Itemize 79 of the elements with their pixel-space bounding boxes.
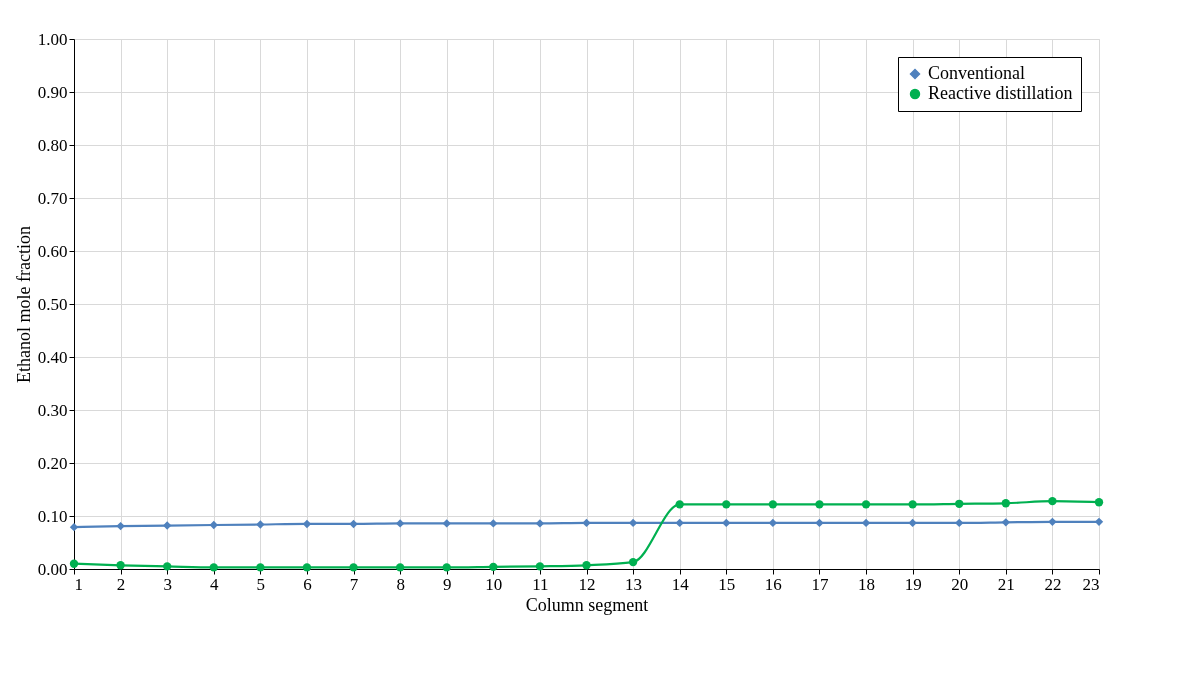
point <box>69 522 79 532</box>
point <box>582 518 591 528</box>
x-tick-label: 8 <box>396 574 405 594</box>
point <box>116 521 125 531</box>
point <box>955 499 964 508</box>
point <box>1001 499 1010 508</box>
point <box>209 520 218 530</box>
x-tick-label: 13 <box>625 574 643 594</box>
x-tick-label: 7 <box>349 574 359 594</box>
point <box>675 500 684 509</box>
point <box>349 519 358 529</box>
x-tick-label: 3 <box>163 574 172 594</box>
point <box>582 561 591 570</box>
point <box>1001 518 1010 527</box>
point <box>302 563 312 572</box>
x-tick-label: 6 <box>303 574 312 594</box>
point <box>163 521 172 530</box>
y-tick-label: 0.20 <box>37 453 68 473</box>
x-tick-label: 15 <box>718 574 736 594</box>
point <box>768 500 778 509</box>
y-tick-label: 0.70 <box>37 188 68 208</box>
point <box>489 519 498 528</box>
point <box>535 519 545 528</box>
point <box>1094 517 1104 527</box>
x-tick-label: 23 <box>1082 574 1100 594</box>
point <box>489 562 498 572</box>
point <box>395 519 405 528</box>
y-tick-label: 0.30 <box>37 400 68 420</box>
y-tick-label: 0.90 <box>37 82 68 102</box>
point <box>256 563 265 572</box>
x-tick-label: 5 <box>256 574 266 594</box>
point <box>442 519 451 528</box>
point <box>256 520 265 529</box>
x-tick-label: 10 <box>485 574 503 594</box>
legend-label: Conventional <box>928 63 1025 83</box>
y-tick-label: 0.60 <box>37 241 68 261</box>
point <box>163 562 172 571</box>
x-tick-label: 1 <box>74 574 83 594</box>
x-tick-label: 11 <box>532 574 549 594</box>
point <box>349 563 358 572</box>
point <box>908 518 917 528</box>
x-tick-label: 17 <box>811 574 829 594</box>
point <box>675 518 684 528</box>
x-tick-label: 21 <box>997 574 1015 594</box>
point <box>628 557 638 567</box>
point <box>395 563 405 572</box>
point <box>1048 496 1057 506</box>
y-tick-label: 0.10 <box>37 506 68 526</box>
point <box>722 500 731 509</box>
y-tick-label: 0.50 <box>37 294 68 314</box>
point <box>442 563 451 572</box>
point <box>1048 517 1057 527</box>
y-axis-title: Ethanol mole fraction <box>13 226 34 383</box>
point <box>908 500 917 509</box>
x-tick-label: 19 <box>904 574 922 594</box>
point <box>815 518 824 528</box>
y-tick-label: 0.00 <box>37 559 68 579</box>
y-tick-label: 0.80 <box>37 135 68 155</box>
y-tick-label: 0.40 <box>37 347 68 367</box>
x-tick-label: 12 <box>578 574 596 594</box>
x-tick-label: 22 <box>1044 574 1062 594</box>
x-tick-label: 4 <box>210 574 220 594</box>
point <box>722 518 731 528</box>
x-tick-label: 16 <box>764 574 782 594</box>
legend-label: Reactive distillation <box>928 83 1073 103</box>
x-tick-label: 18 <box>858 574 876 594</box>
y-tick-label: 1.00 <box>37 29 68 49</box>
point <box>535 562 545 571</box>
x-tick-label: 20 <box>951 574 969 594</box>
point <box>1094 498 1104 507</box>
x-tick-label: 14 <box>671 574 690 594</box>
point <box>209 563 218 572</box>
x-axis-title: Column segment <box>525 594 649 615</box>
x-tick-label: 9 <box>442 574 452 594</box>
point <box>861 500 871 509</box>
point <box>815 500 824 509</box>
point <box>955 518 964 528</box>
x-tick-label: 2 <box>116 574 126 594</box>
point <box>116 561 125 570</box>
